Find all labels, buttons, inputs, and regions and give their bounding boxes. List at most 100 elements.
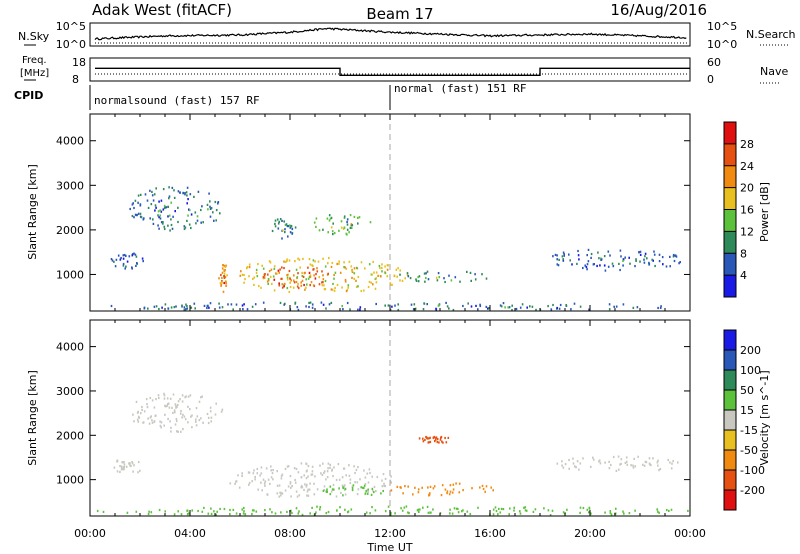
range-gate-cell: [297, 272, 299, 275]
range-gate-cell: [151, 419, 153, 422]
range-gate-cell: [181, 394, 184, 397]
range-gate-cell: [366, 492, 369, 495]
range-gate-cell: [687, 509, 689, 512]
range-gate-cell: [273, 289, 276, 292]
range-gate-cell: [184, 192, 186, 195]
range-gate-cell: [254, 478, 256, 481]
range-gate-cell: [461, 510, 463, 513]
range-gate-cell: [137, 415, 140, 418]
range-gate-cell: [326, 470, 329, 473]
range-gate-cell: [286, 259, 288, 262]
range-gate-cell: [469, 271, 472, 274]
range-gate-cell: [262, 301, 265, 304]
range-gate-cell: [570, 308, 572, 311]
range-gate-cell: [323, 284, 325, 287]
range-gate-cell: [141, 257, 144, 260]
range-gate-cell: [180, 430, 182, 433]
range-gate-cell: [141, 405, 143, 409]
range-gate-cell: [637, 455, 639, 458]
colorbar-swatch: [724, 470, 736, 490]
range-gate-cell: [452, 308, 455, 312]
range-gate-cell: [439, 438, 442, 441]
range-gate-cell: [425, 272, 427, 275]
range-gate-cell: [357, 308, 359, 311]
range-gate-cell: [651, 258, 653, 261]
range-gate-cell: [320, 472, 322, 475]
range-gate-cell: [346, 301, 349, 305]
range-gate-cell: [357, 466, 359, 469]
range-gate-cell: [237, 474, 239, 477]
range-gate-cell: [436, 440, 439, 444]
nsky-tick-lo: 10^0: [56, 38, 86, 51]
range-gate-cell: [656, 461, 659, 464]
range-gate-cell: [223, 272, 226, 275]
range-gate-cell: [275, 272, 277, 275]
x-tick-label: 20:00: [574, 527, 606, 540]
range-gate-cell: [357, 488, 360, 491]
range-gate-cell: [608, 467, 611, 470]
range-gate-cell: [366, 472, 369, 475]
range-gate-cell: [173, 306, 176, 309]
range-gate-cell: [187, 421, 189, 424]
range-gate-cell: [462, 489, 464, 492]
range-gate-cell: [379, 267, 381, 270]
range-gate-cell: [359, 308, 361, 311]
range-gate-cell: [588, 308, 590, 311]
range-gate-cell: [184, 226, 187, 229]
range-gate-cell: [396, 485, 399, 488]
range-gate-cell: [270, 465, 272, 468]
range-gate-cell: [254, 475, 256, 479]
colorbar-tick-label: 50: [740, 384, 754, 397]
range-gate-cell: [215, 402, 217, 405]
range-gate-cell: [355, 285, 358, 288]
range-gate-cell: [367, 285, 370, 289]
range-gate-cell: [432, 487, 435, 490]
range-gate-cell: [287, 273, 289, 276]
range-gate-cell: [444, 488, 447, 491]
range-gate-cell: [220, 283, 223, 286]
range-gate-cell: [191, 414, 193, 417]
range-gate-cell: [351, 489, 354, 492]
range-gate-cell: [324, 265, 327, 268]
range-gate-cell: [190, 213, 193, 216]
range-gate-cell: [274, 222, 276, 225]
range-gate-cell: [300, 284, 303, 287]
range-gate-cell: [410, 303, 413, 306]
range-gate-cell: [382, 473, 385, 476]
range-gate-cell: [189, 408, 191, 411]
range-gate-cell: [131, 462, 134, 465]
colorbar-swatch: [724, 450, 736, 470]
range-gate-cell: [153, 193, 156, 196]
range-gate-cell: [562, 466, 565, 469]
x-tick-label: 00:00: [674, 527, 706, 540]
range-gate-cell: [669, 255, 671, 258]
range-gate-cell: [284, 282, 286, 286]
range-gate-cell: [585, 265, 588, 269]
range-gate-cell: [280, 474, 283, 477]
range-gate-cell: [207, 512, 210, 515]
range-gate-cell: [336, 262, 338, 266]
range-gate-cell: [132, 202, 134, 205]
range-gate-cell: [177, 206, 179, 209]
range-gate-cell: [597, 251, 599, 254]
range-gate-cell: [167, 205, 169, 208]
range-gate-cell: [389, 282, 392, 285]
range-gate-cell: [186, 307, 188, 310]
range-gate-cell: [399, 486, 402, 489]
range-gate-cell: [618, 262, 620, 265]
range-gate-cell: [458, 482, 461, 485]
range-gate-cell: [535, 308, 537, 311]
range-gate-cell: [286, 258, 288, 261]
range-gate-cell: [311, 506, 313, 509]
range-gate-cell: [333, 289, 336, 292]
range-gate-cell: [150, 203, 153, 206]
range-gate-cell: [120, 468, 123, 471]
freq-panel-frame: [89, 57, 691, 82]
range-gate-cell: [194, 211, 197, 214]
range-gate-cell: [326, 490, 328, 493]
range-gate-cell: [643, 464, 646, 467]
range-gate-cell: [321, 473, 324, 477]
range-gate-cell: [566, 508, 568, 511]
range-gate-cell: [252, 277, 254, 280]
range-gate-cell: [187, 512, 190, 515]
